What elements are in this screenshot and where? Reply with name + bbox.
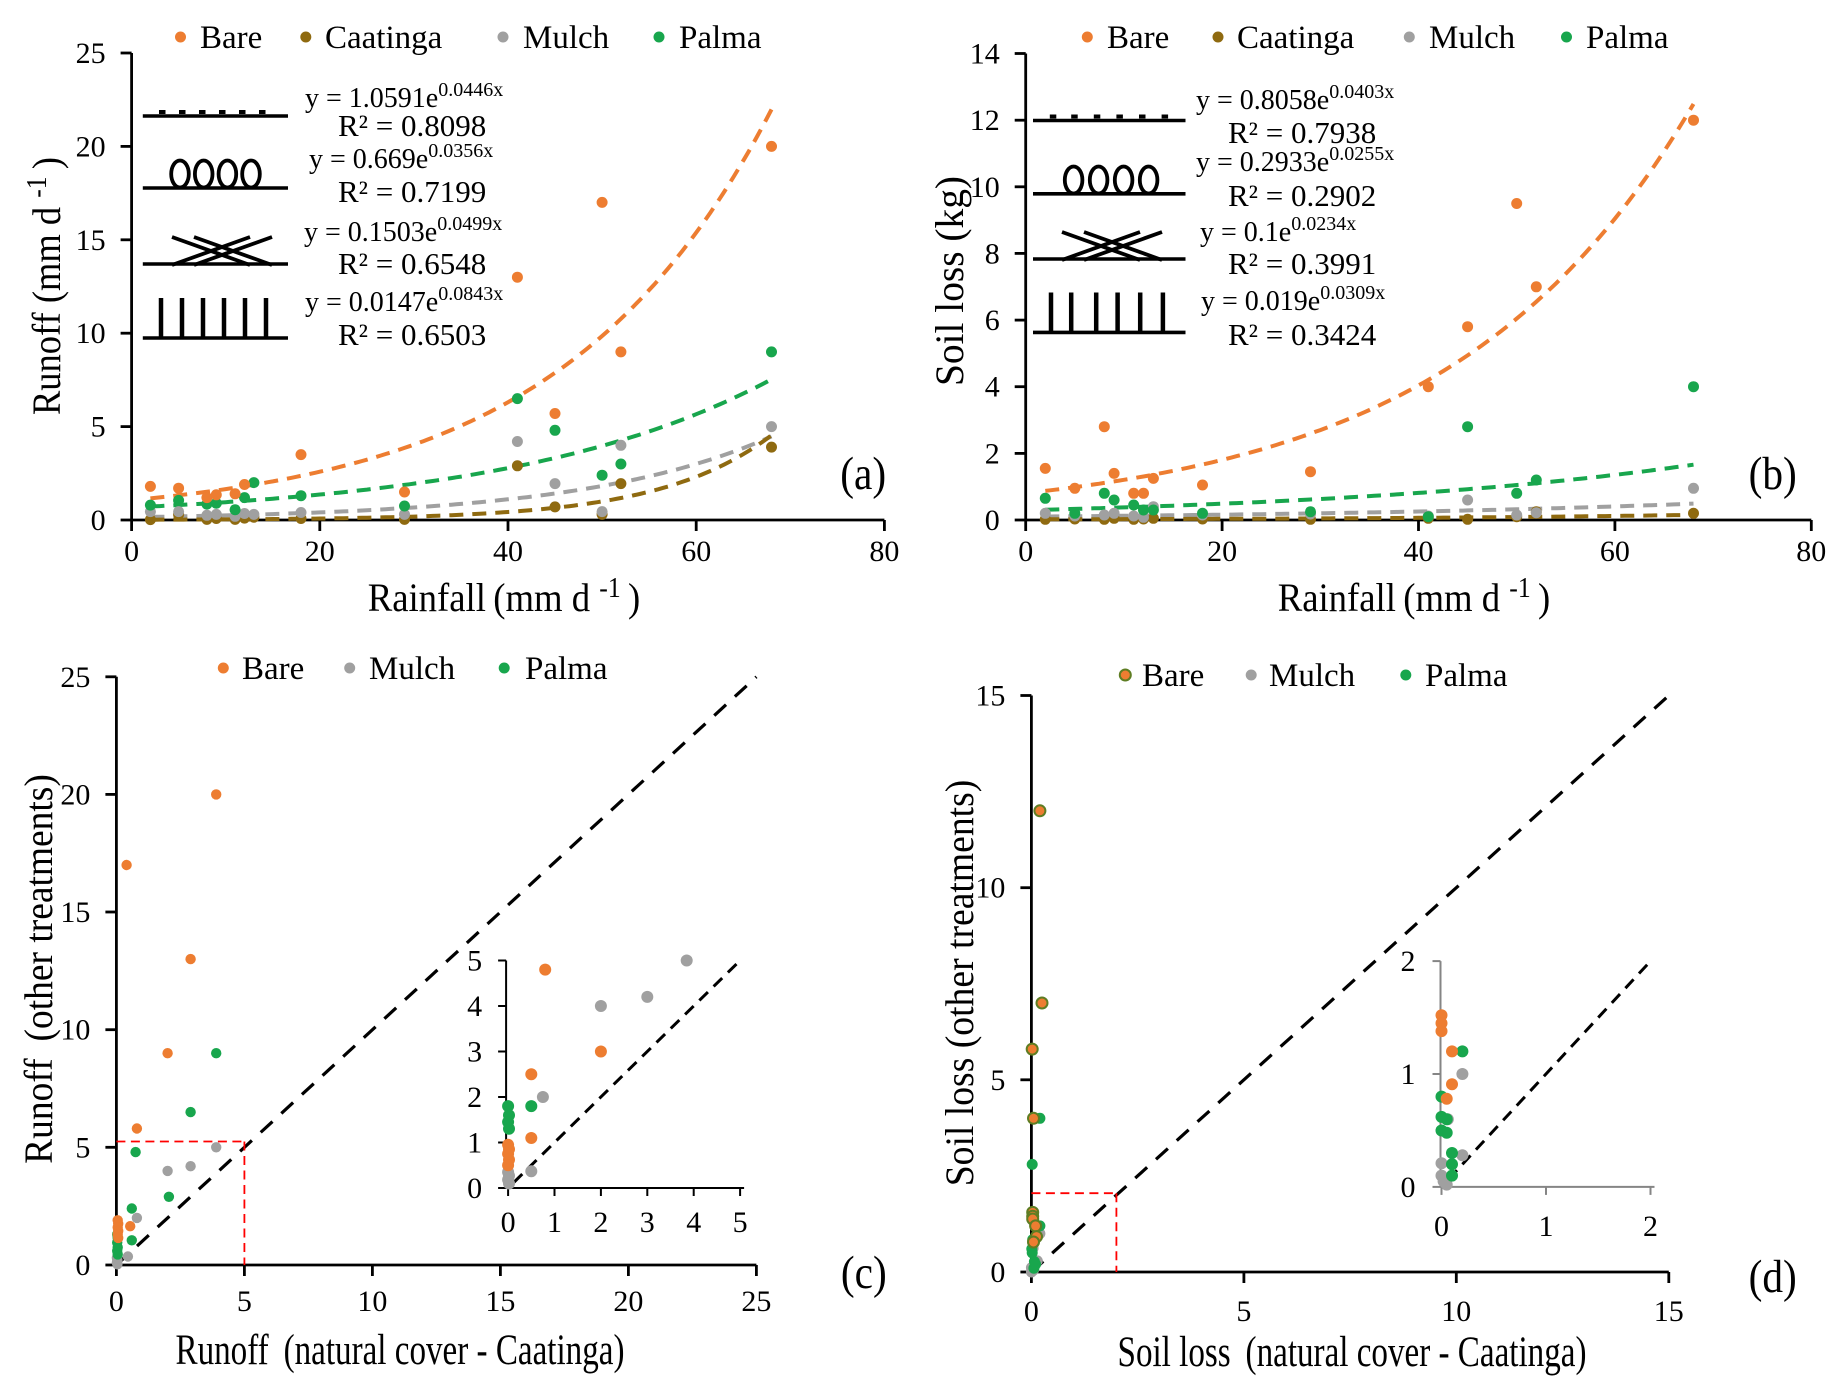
svg-text:(d): (d) xyxy=(1749,1251,1797,1303)
svg-text:8: 8 xyxy=(985,237,1000,270)
svg-text:20: 20 xyxy=(60,778,90,811)
svg-text:40: 40 xyxy=(493,535,523,568)
svg-text:Bare: Bare xyxy=(1142,658,1204,694)
svg-text:10: 10 xyxy=(357,1285,387,1318)
svg-text:Mulch: Mulch xyxy=(523,20,610,56)
svg-text:20: 20 xyxy=(613,1285,643,1318)
svg-text:(b): (b) xyxy=(1749,448,1797,500)
svg-text:6: 6 xyxy=(985,304,1000,337)
svg-text:5: 5 xyxy=(1236,1295,1251,1328)
svg-text:0: 0 xyxy=(1401,1171,1416,1204)
svg-text:0: 0 xyxy=(1024,1295,1039,1328)
svg-text:0: 0 xyxy=(1434,1210,1449,1243)
svg-text:y = 0.669e0.0356x: y = 0.669e0.0356x xyxy=(309,140,493,175)
svg-text:Rainfall (mm d -1 ): Rainfall (mm d -1 ) xyxy=(368,572,641,620)
svg-text:Palma: Palma xyxy=(1586,20,1669,56)
svg-text:0: 0 xyxy=(124,535,139,568)
svg-text:25: 25 xyxy=(76,37,106,70)
svg-text:5: 5 xyxy=(75,1131,90,1164)
svg-text:1: 1 xyxy=(467,1127,482,1160)
svg-text:1: 1 xyxy=(1401,1058,1416,1091)
svg-text:15: 15 xyxy=(60,896,90,929)
svg-text:10: 10 xyxy=(1441,1295,1471,1328)
svg-text:Palma: Palma xyxy=(525,651,608,687)
svg-text:20: 20 xyxy=(305,535,335,568)
svg-text:Mulch: Mulch xyxy=(1269,658,1356,694)
svg-text:80: 80 xyxy=(1796,535,1826,568)
svg-text:Caatinga: Caatinga xyxy=(325,20,443,56)
svg-text:(c): (c) xyxy=(841,1247,887,1299)
svg-text:Mulch: Mulch xyxy=(369,651,456,687)
svg-text:2: 2 xyxy=(467,1081,482,1114)
svg-text:14: 14 xyxy=(970,38,1000,71)
svg-text:0: 0 xyxy=(1018,535,1033,568)
svg-text:1: 1 xyxy=(547,1206,562,1239)
svg-text:4: 4 xyxy=(686,1206,701,1239)
svg-text:40: 40 xyxy=(1404,535,1434,568)
svg-text:5: 5 xyxy=(91,411,106,444)
svg-text:Runoff (natural cover - Caati: Runoff (natural cover - Caatinga) xyxy=(176,1327,625,1374)
svg-text:2: 2 xyxy=(593,1206,608,1239)
svg-text:Bare: Bare xyxy=(242,651,304,687)
svg-text:5: 5 xyxy=(237,1285,252,1318)
svg-text:4: 4 xyxy=(467,990,482,1023)
svg-text:1: 1 xyxy=(1539,1210,1554,1243)
svg-text:Soil loss (kg): Soil loss (kg) xyxy=(928,176,972,386)
svg-text:R² = 0.7199: R² = 0.7199 xyxy=(338,174,486,209)
svg-text:3: 3 xyxy=(640,1206,655,1239)
svg-text:2: 2 xyxy=(1643,1210,1658,1243)
svg-text:0: 0 xyxy=(501,1206,516,1239)
svg-text:20: 20 xyxy=(1207,535,1237,568)
svg-text:R² = 0.3424: R² = 0.3424 xyxy=(1228,317,1377,352)
svg-text:4: 4 xyxy=(985,371,1000,404)
svg-text:10: 10 xyxy=(975,872,1005,905)
svg-text:Soil loss (other treatments): Soil loss (other treatments) xyxy=(938,780,982,1187)
svg-text:R² = 0.3991: R² = 0.3991 xyxy=(1228,246,1376,281)
svg-text:2: 2 xyxy=(1401,945,1416,978)
svg-text:5: 5 xyxy=(467,945,482,978)
svg-text:Runoff (mm d -1 ): Runoff (mm d -1 ) xyxy=(21,157,69,415)
svg-text:R² = 0.6503: R² = 0.6503 xyxy=(338,317,486,352)
svg-text:Runoff (other treatments): Runoff (other treatments) xyxy=(17,774,61,1164)
svg-text:Bare: Bare xyxy=(1107,20,1169,56)
svg-text:60: 60 xyxy=(681,535,711,568)
svg-text:R² = 0.8098: R² = 0.8098 xyxy=(338,108,486,143)
svg-text:Mulch: Mulch xyxy=(1429,20,1516,56)
svg-text:5: 5 xyxy=(990,1064,1005,1097)
svg-text:20: 20 xyxy=(76,130,106,163)
svg-text:Rainfall (mm d -1 ): Rainfall (mm d -1 ) xyxy=(1278,572,1551,620)
svg-text:25: 25 xyxy=(60,661,90,694)
svg-text:15: 15 xyxy=(1654,1295,1684,1328)
svg-text:12: 12 xyxy=(970,104,1000,137)
svg-text:25: 25 xyxy=(741,1285,771,1318)
svg-text:15: 15 xyxy=(76,224,106,257)
svg-text:10: 10 xyxy=(76,317,106,350)
svg-text:15: 15 xyxy=(975,680,1005,713)
svg-text:60: 60 xyxy=(1600,535,1630,568)
svg-text:2: 2 xyxy=(985,437,1000,470)
svg-text:15: 15 xyxy=(485,1285,515,1318)
svg-text:(a): (a) xyxy=(840,448,886,500)
svg-text:0: 0 xyxy=(467,1172,482,1205)
svg-text:0: 0 xyxy=(91,504,106,537)
svg-text:Soil loss (natural cover - Ca: Soil loss (natural cover - Caatinga) xyxy=(1118,1329,1587,1376)
svg-text:R² = 0.6548: R² = 0.6548 xyxy=(338,246,486,281)
svg-text:Bare: Bare xyxy=(200,20,262,56)
svg-text:3: 3 xyxy=(467,1036,482,1069)
svg-text:0: 0 xyxy=(109,1285,124,1318)
svg-text:R² = 0.2902: R² = 0.2902 xyxy=(1228,178,1376,213)
svg-text:5: 5 xyxy=(733,1206,748,1239)
svg-text:0: 0 xyxy=(985,504,1000,537)
svg-text:R² = 0.7938: R² = 0.7938 xyxy=(1228,115,1376,150)
svg-text:Palma: Palma xyxy=(1425,658,1508,694)
svg-text:Palma: Palma xyxy=(679,20,762,56)
svg-text:0: 0 xyxy=(75,1249,90,1282)
svg-text:10: 10 xyxy=(970,171,1000,204)
svg-text:Caatinga: Caatinga xyxy=(1237,20,1355,56)
svg-text:0: 0 xyxy=(990,1256,1005,1289)
svg-text:80: 80 xyxy=(869,535,899,568)
svg-text:10: 10 xyxy=(60,1014,90,1047)
